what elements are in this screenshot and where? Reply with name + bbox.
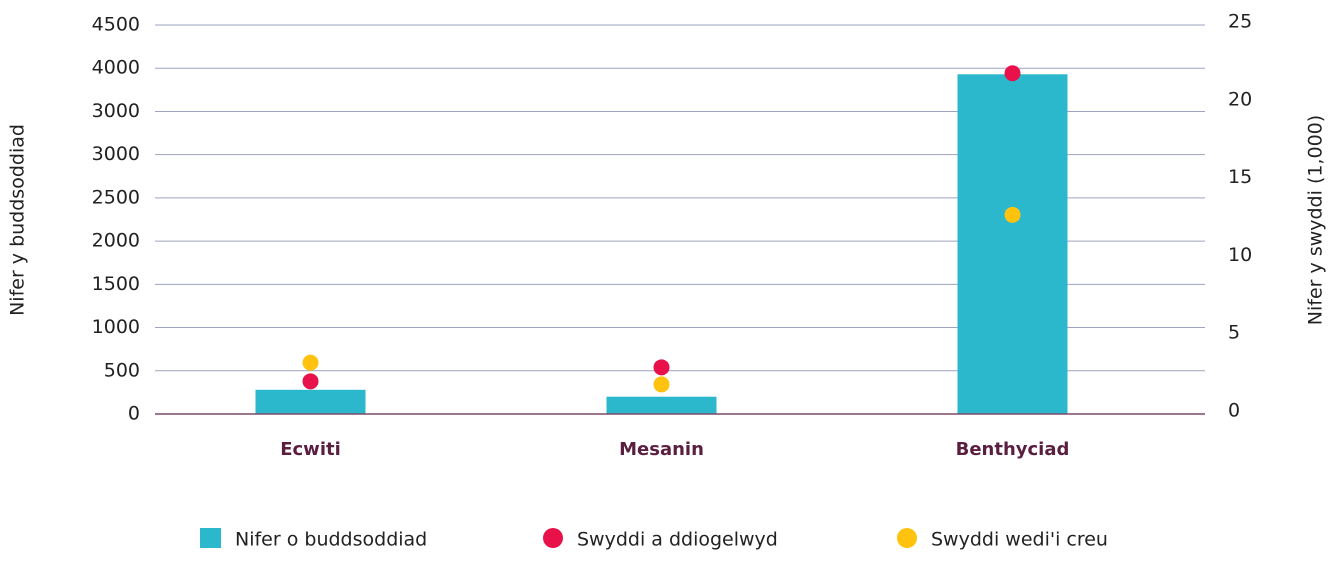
dot xyxy=(653,359,670,376)
y2-tick-label: 15 xyxy=(1228,166,1252,188)
y-tick-label: 3000 xyxy=(92,100,140,122)
dot xyxy=(1004,65,1021,82)
y-tick-label: 4500 xyxy=(92,14,140,36)
bar xyxy=(957,74,1068,415)
legend-label: Swyddi a ddiogelwyd xyxy=(577,529,778,551)
y2-tick-label: 25 xyxy=(1228,11,1252,33)
y2-tick-label: 0 xyxy=(1228,400,1240,422)
y-tick-label: 2000 xyxy=(92,230,140,252)
dot xyxy=(302,373,319,390)
y2-tick-label: 10 xyxy=(1228,244,1252,266)
bar xyxy=(255,389,366,414)
y-tick-label: 0 xyxy=(128,403,140,425)
x-tick-label: Mesanin xyxy=(619,439,704,460)
dot xyxy=(1004,206,1021,223)
x-tick-label: Ecwiti xyxy=(280,439,341,460)
legend-swatch xyxy=(200,528,221,548)
y-tick-label: 2500 xyxy=(92,186,140,208)
y-tick-label: 500 xyxy=(104,359,140,381)
y2-tick-label: 20 xyxy=(1228,88,1252,110)
legend-swatch xyxy=(897,528,917,548)
y-tick-label: 4000 xyxy=(92,57,140,79)
y2-tick-label: 5 xyxy=(1228,322,1240,344)
y-tick-label: 3000 xyxy=(92,143,140,165)
dot xyxy=(302,354,319,371)
legend-label: Nifer o buddsoddiad xyxy=(235,529,427,551)
dot xyxy=(653,376,670,393)
x-tick-label: Benthyciad xyxy=(956,439,1070,460)
bar xyxy=(606,396,717,414)
legend-swatch xyxy=(543,528,563,548)
legend-label: Swyddi wedi'i creu xyxy=(931,529,1108,551)
y-tick-label: 1500 xyxy=(92,273,140,295)
y2-axis-label: Nifer y swyddi (1,000) xyxy=(1305,115,1327,325)
y-tick-label: 1000 xyxy=(92,316,140,338)
y-axis-label: Nifer y buddsoddiad xyxy=(7,124,29,316)
